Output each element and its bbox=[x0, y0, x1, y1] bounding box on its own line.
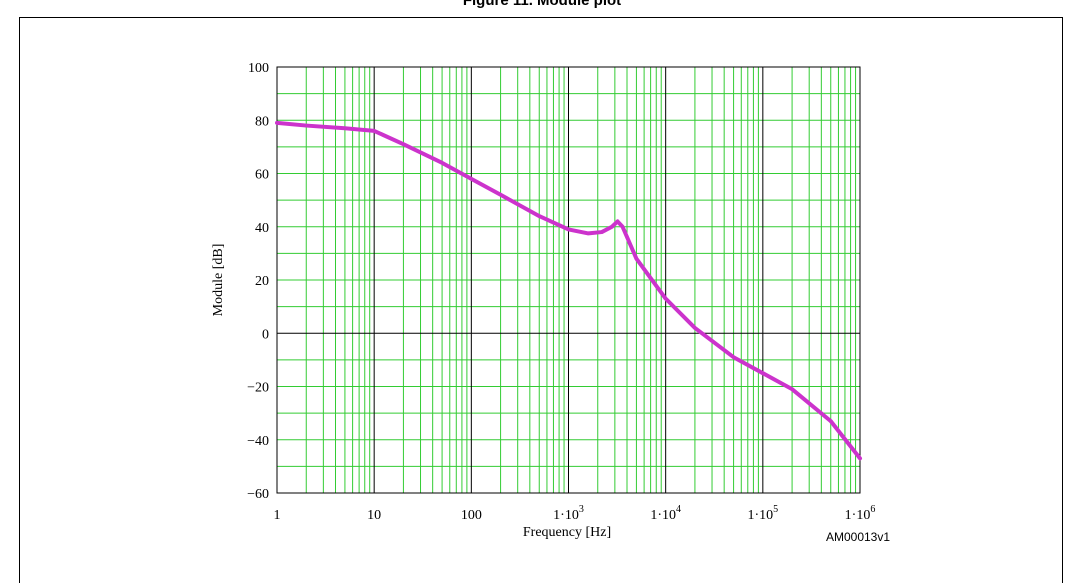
x-tick-label: 100 bbox=[461, 508, 482, 523]
y-tick-label: 60 bbox=[255, 168, 269, 183]
y-tick-label: 100 bbox=[248, 61, 269, 76]
figure-title: Figure 11. Module plot bbox=[462, 0, 622, 9]
y-tick-label: −40 bbox=[247, 434, 269, 449]
figure-id-label: AM00013v1 bbox=[826, 530, 890, 544]
y-tick-label: −20 bbox=[247, 381, 269, 396]
y-tick-label: 0 bbox=[262, 327, 269, 342]
x-tick-label: 1 bbox=[274, 508, 281, 523]
x-tick-label: 1·106 bbox=[845, 504, 876, 523]
x-axis-label: Frequency [Hz] bbox=[523, 525, 611, 540]
x-tick-label: 1·103 bbox=[553, 504, 584, 523]
figure-frame bbox=[19, 17, 1063, 583]
series-layer bbox=[275, 120, 862, 461]
major-gridlines bbox=[276, 66, 861, 494]
x-tick-label: 1·105 bbox=[747, 504, 778, 523]
plot-border bbox=[276, 66, 861, 494]
y-tick-label: 80 bbox=[255, 114, 269, 129]
y-axis-label: Module [dB] bbox=[211, 244, 226, 317]
x-tick-label: 10 bbox=[367, 508, 381, 523]
y-tick-label: −60 bbox=[247, 487, 269, 502]
y-tick-label: 20 bbox=[255, 274, 269, 289]
series-line-0 bbox=[275, 120, 862, 461]
y-tick-label: 40 bbox=[255, 221, 269, 236]
tick-labels: 100 80 60 40 20 0 −20 −40 −60 1 10 100 1·103 1·104 1·1… bbox=[247, 61, 875, 523]
x-tick-label: 1·104 bbox=[650, 504, 681, 523]
